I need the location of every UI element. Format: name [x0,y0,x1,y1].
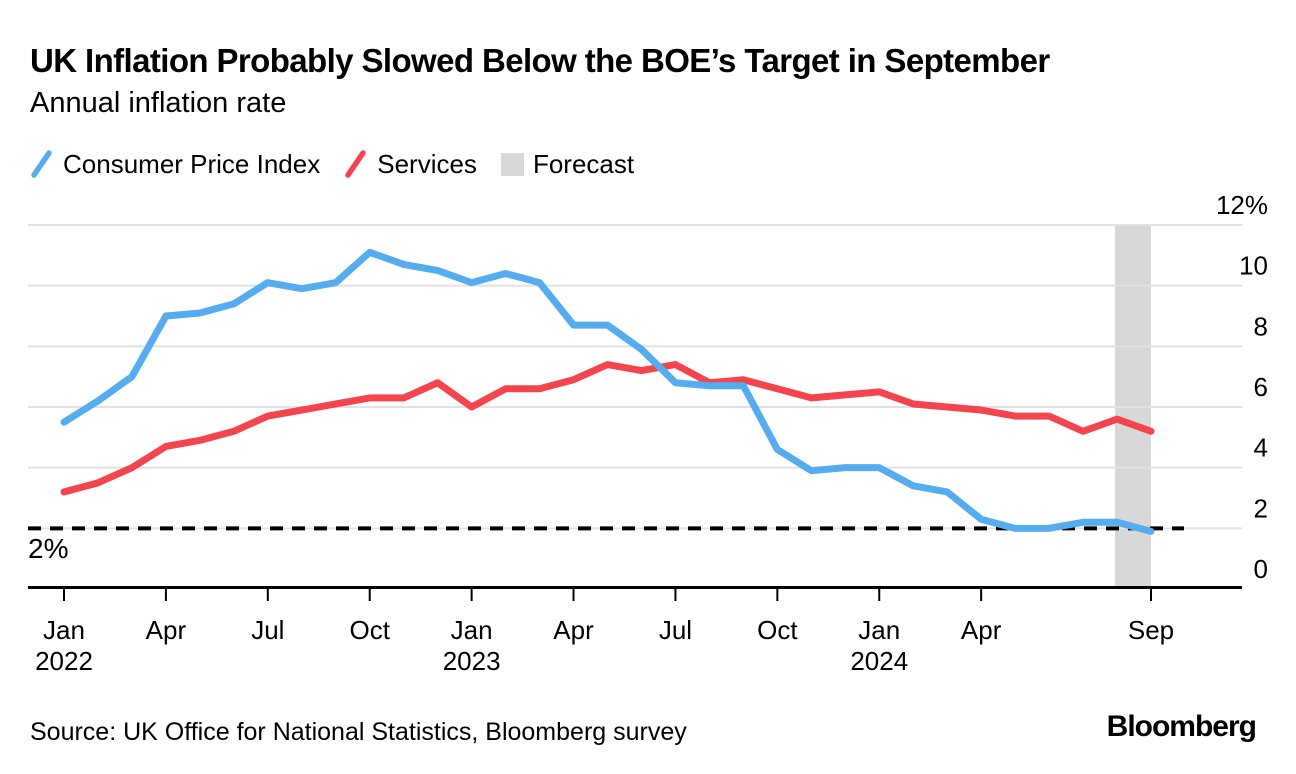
x-tick-label: Jul [659,615,692,645]
services-line [60,361,1155,496]
forecast-swatch-icon [500,152,524,176]
x-tick-label: Jan [451,615,493,645]
x-tick-label: Oct [757,615,798,645]
x-tick-label: Jan [43,615,85,645]
x-tick-label: Sep [1128,615,1174,645]
x-tick-label: Apr [146,615,187,645]
y-tick-label: 4 [1254,433,1268,463]
legend: Consumer Price Index Services Forecast [30,146,634,182]
x-tick-label: Apr [553,615,594,645]
x-tick-label: Apr [961,615,1002,645]
y-tick-label: 0 [1254,554,1268,584]
x-tick-year-label: 2024 [850,646,908,676]
x-tick-label: Oct [349,615,390,645]
cpi-line-swatch-icon [30,146,54,182]
legend-label-services: Services [377,148,477,179]
legend-item-cpi: Consumer Price Index [30,146,320,182]
y-tick-label: 10 [1239,251,1268,281]
chart-title: UK Inflation Probably Slowed Below the B… [30,42,1050,79]
legend-item-services: Services [344,146,477,182]
y-tick-label: 6 [1254,372,1268,402]
bloomberg-logo: Bloomberg [1106,710,1257,743]
target-line-label: 2% [28,533,69,564]
x-tick-label: Jan [858,615,900,645]
legend-label-forecast: Forecast [532,148,635,179]
x-tick-year-label: 2023 [443,646,501,676]
x-tick-year-label: 2022 [35,646,93,676]
y-tick-label: 12% [1216,190,1268,220]
legend-label-cpi: Consumer Price Index [63,148,321,179]
source-note: Source: UK Office for National Statistic… [30,718,687,746]
legend-item-forecast: Forecast [500,148,635,180]
cpi-line [60,248,1155,535]
y-tick-label: 2 [1254,493,1268,523]
y-tick-label: 8 [1254,311,1268,341]
x-tick-label: Jul [251,615,284,645]
services-line-swatch-icon [344,146,368,182]
chart-subtitle: Annual inflation rate [30,87,287,119]
